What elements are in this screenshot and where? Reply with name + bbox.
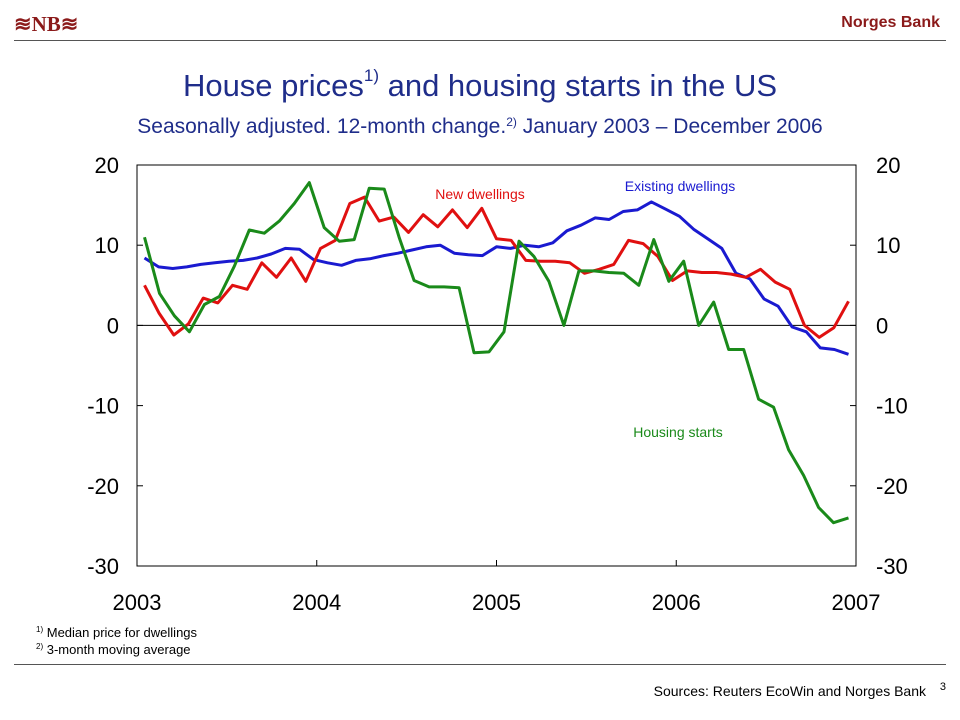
- series-label-existing-dwellings: Existing dwellings: [625, 178, 736, 194]
- title-main: House prices: [182, 68, 364, 103]
- series-label-new-dwellings: New dwellings: [435, 186, 524, 202]
- y-tick-label-right: 20: [876, 153, 900, 178]
- y-tick-label-left: 10: [95, 233, 119, 258]
- footnote-2-text: 3-month moving average: [43, 642, 191, 657]
- x-tick-label: 2004: [292, 590, 341, 615]
- series-line-housing-starts: [143, 181, 849, 525]
- footnote-2-mark: 2): [36, 642, 44, 651]
- footnote-1-text: Median price for dwellings: [43, 625, 198, 640]
- y-tick-label-right: 10: [876, 233, 900, 258]
- y-tick-label-left: 20: [95, 153, 119, 178]
- norges-bank-logo: ≋NB≋: [14, 12, 79, 36]
- y-tick-label-right: -30: [876, 554, 908, 579]
- series-label-housing-starts: Housing starts: [633, 424, 722, 440]
- footnote-1: 1) Median price for dwellings: [36, 625, 197, 640]
- chart-title: House prices1) and housing starts in the…: [0, 66, 960, 104]
- y-tick-label-right: 0: [876, 313, 888, 338]
- footnote-2: 2) 3-month moving average: [36, 642, 191, 657]
- x-tick-label: 2006: [652, 590, 701, 615]
- subtitle-rest: January 2003 – December 2006: [516, 115, 823, 138]
- x-tick-label: 2003: [113, 590, 162, 615]
- title-rest: and housing starts in the US: [378, 68, 778, 103]
- y-tick-label-right: -10: [876, 394, 908, 419]
- sources-note: Sources: Reuters EcoWin and Norges Bank: [653, 683, 926, 699]
- series-line-new-dwellings: [143, 195, 850, 339]
- y-tick-label-left: -20: [87, 474, 119, 499]
- y-tick-label-right: -20: [876, 474, 908, 499]
- bank-name: Norges Bank: [841, 14, 940, 31]
- footnote-1-mark: 1): [36, 625, 44, 634]
- subtitle-main: Seasonally adjusted. 12-month change.: [137, 115, 507, 138]
- series-line-existing-dwellings: [143, 200, 849, 356]
- footer-divider: [14, 664, 946, 665]
- title-footnote-mark: 1): [363, 66, 379, 85]
- x-tick-label: 2005: [472, 590, 521, 615]
- chart-subtitle: Seasonally adjusted. 12-month change.2) …: [0, 115, 960, 139]
- x-tick-label: 2007: [832, 590, 881, 615]
- header-divider: [14, 40, 946, 41]
- page-number: 3: [939, 681, 946, 693]
- y-tick-label-left: -10: [87, 394, 119, 419]
- y-tick-label-left: 0: [107, 313, 119, 338]
- y-tick-label-left: -30: [87, 554, 119, 579]
- subtitle-footnote-mark: 2): [506, 115, 517, 129]
